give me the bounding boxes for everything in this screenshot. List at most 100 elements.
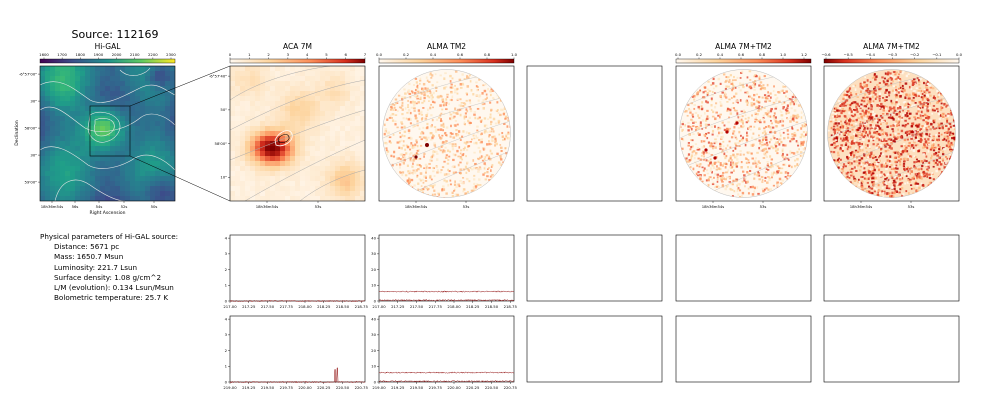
spectrum-y-tick-label: 4 (225, 316, 228, 321)
spectrum-x-tick-label: 217.50 (261, 304, 275, 309)
spectrum-x-tick-label: 220.00 (298, 385, 312, 390)
spectrum-y-tick-label: 4 (225, 235, 228, 240)
spectrum-y-tick-label: 0 (374, 379, 377, 384)
y-tick-label: 58'00" (25, 125, 38, 130)
spectrum-x-tick-label: 218.00 (298, 304, 312, 309)
colorbar-tick-label: 1600 (39, 52, 49, 57)
colorbar-tick-label: 1 (248, 52, 251, 57)
spectrum-x-tick-label: 217.00 (223, 304, 237, 309)
comb-colorbar-ticks: 0.0 0.2 0.4 0.6 0.8 1.0 1.2 (675, 52, 808, 59)
colorbar-tick-label: 0.8 (484, 52, 491, 57)
aca-spectrum-2-panel: 0 1 2 3 4 219.00 219.25 219.50 219.75 220.00 220.2… (223, 315, 369, 390)
colorbar-tick-label: 1.0 (511, 52, 518, 57)
colorbar-tick-label: 0.6 (738, 52, 745, 57)
diff-colorbar-ticks: −0.6 −0.5 −0.4 −0.3 −0.2 −0.1 0.0 (821, 52, 963, 59)
colorbar-tick-label: 2 (267, 52, 270, 57)
tm2-panel: ALMA TM2 0.0 0.2 0.4 0.6 0.8 1.0 18h36m54s 53s (376, 42, 518, 209)
aca-frame (229, 65, 366, 202)
spectrum-x-tick-label: 220.50 (485, 385, 499, 390)
colorbar-tick-label: 0 (229, 52, 232, 57)
colorbar-tick-label: 0.0 (376, 52, 383, 57)
spectrum-x-tick-label: 219.50 (410, 385, 424, 390)
spectrum-x-tick-label: 220.75 (355, 385, 369, 390)
spectrum-x-tick-label: 220.75 (504, 385, 518, 390)
aca-x-ticks: 18h36m54s 53s (256, 201, 321, 209)
higal-panel: Hi-GAL 1600 1700 1800 1900 2000 2100 2200 2300 … (14, 42, 231, 216)
spectrum-line (378, 371, 515, 374)
empty-spectrum-panel (675, 315, 812, 383)
spectrum-x-tick-label: 219.25 (391, 385, 405, 390)
y-tick-label: 10" (220, 175, 227, 180)
spectrum-x-tick-label: 218.75 (355, 304, 369, 309)
spectrum-x-tick-label: 217.00 (372, 304, 386, 309)
colorbar-tick-label: 0.2 (403, 52, 410, 57)
x-tick-label: 18h36m54s (850, 204, 873, 209)
aca-spectrum-1-panel: 0 1 2 3 4 217.00 217.25 217.50 217.75 218.00 218.2… (223, 234, 369, 309)
spectrum-x-tick-label: 219.00 (372, 385, 386, 390)
colorbar-tick-label: 6 (345, 52, 348, 57)
x-tick-label: 18h36m54s (702, 204, 725, 209)
spectrum-x-tick-label: 219.75 (280, 385, 294, 390)
x-tick-label: 18h36m54s (256, 204, 279, 209)
colorbar-tick-label: −0.1 (932, 52, 942, 57)
diff-map (827, 70, 956, 198)
colorbar-tick-label: −0.3 (888, 52, 898, 57)
spectrum-y-tick-label: 20 (371, 267, 376, 272)
spectrum-x-tick-label: 217.75 (429, 304, 443, 309)
y-tick-label: 59'00" (25, 179, 38, 184)
tm2-frame (378, 65, 515, 202)
colorbar-tick-label: −0.5 (844, 52, 854, 57)
colorbar-tick-label: 1800 (75, 52, 85, 57)
y-tick-label: 30" (30, 98, 37, 103)
spectrum-y-tick-label: 0 (225, 379, 228, 384)
higal-map (40, 66, 175, 201)
colorbar-tick-label: 0.4 (430, 52, 437, 57)
comb-frame (675, 65, 812, 202)
comb-title: ALMA 7M+TM2 (715, 42, 772, 51)
spectrum-x-tick-label: 218.25 (317, 304, 331, 309)
spectrum-y-tick-label: 30 (371, 251, 376, 256)
x-tick-label: 18h36m54s (41, 204, 64, 209)
higal-zoom-box (89, 105, 131, 157)
spectrum-y-tick-label: 40 (371, 235, 376, 240)
empty-spectrum-panel (526, 234, 663, 302)
colorbar-tick-label: 0.4 (717, 52, 724, 57)
spectrum-y-tick-label: 20 (371, 348, 376, 353)
x-tick-label: 56s (72, 204, 79, 209)
colorbar-tick-label: 1700 (57, 52, 67, 57)
comb-map (680, 70, 808, 198)
spectrum-x-tick-label: 220.50 (336, 385, 350, 390)
colorbar-tick-label: −0.2 (910, 52, 920, 57)
higal-x-ticks: 18h36m54s 56s 54s 52s 50s (41, 201, 158, 209)
x-tick-label: 18h36m54s (405, 204, 428, 209)
spectrum-x-tick-label: 218.00 (447, 304, 461, 309)
spectrum-y-tick-label: 30 (371, 332, 376, 337)
colorbar-tick-label: 2100 (130, 52, 140, 57)
diff-x-ticks: 18h36m54s 53s (850, 201, 914, 209)
empty-spectrum-panel (526, 315, 663, 383)
spectrum-x-tick-label: 218.75 (504, 304, 518, 309)
colorbar-tick-label: 1900 (94, 52, 104, 57)
y-tick-label: -6°57'00" (19, 71, 37, 76)
spectrum-x-tick-label: 218.25 (466, 304, 480, 309)
spectrum-x-tick-label: 217.25 (391, 304, 405, 309)
spectrum-frame (378, 315, 515, 383)
aca-colorbar (229, 58, 366, 64)
param-surface-density: Surface density: 1.08 g/cm^2 (54, 272, 162, 282)
spectrum-x-tick-label: 220.25 (317, 385, 331, 390)
colorbar-tick-label: 0.2 (696, 52, 703, 57)
spectrum-frame (229, 234, 366, 302)
x-tick-label: 50s (151, 204, 158, 209)
spectrum-line (378, 290, 515, 293)
higal-xlabel: Right Ascension (90, 210, 126, 216)
colorbar-tick-label: −0.4 (866, 52, 876, 57)
colorbar-tick-label: 0.8 (759, 52, 766, 57)
colorbar-tick-label: 1.2 (801, 52, 808, 57)
x-tick-label: 53s (463, 204, 470, 209)
x-tick-label: 52s (121, 204, 128, 209)
spectrum-y-tick-label: 1 (225, 364, 228, 369)
colorbar-tick-label: 3 (287, 52, 290, 57)
spectrum-y-tick-label: 40 (371, 316, 376, 321)
x-tick-label: 53s (760, 204, 767, 209)
